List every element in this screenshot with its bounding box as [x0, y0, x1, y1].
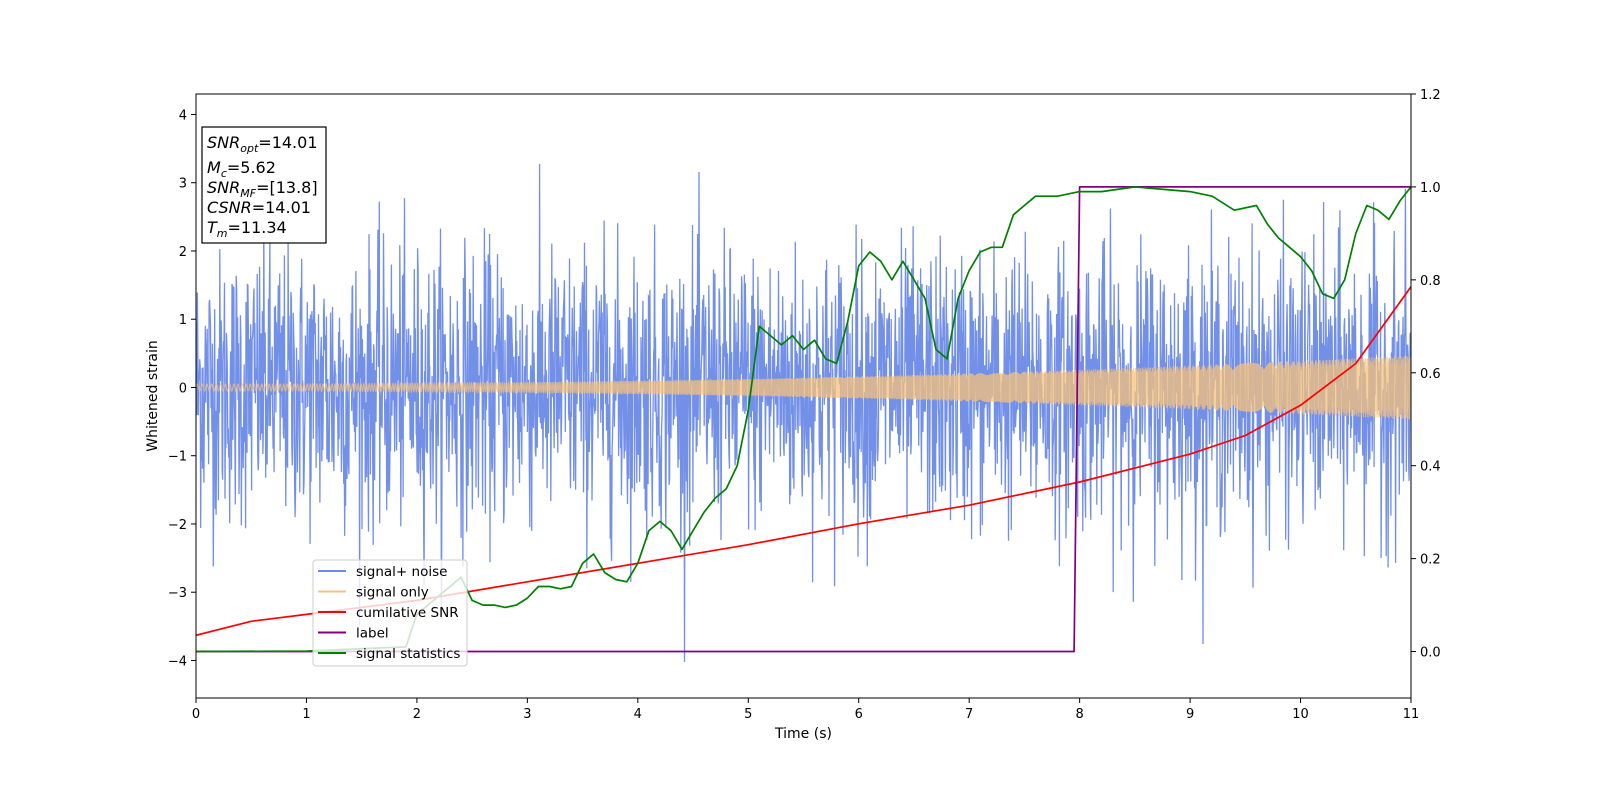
- x-tick-label: 9: [1186, 707, 1194, 722]
- y-tick-label-right: 0.2: [1420, 553, 1441, 568]
- y-tick-label-left: 3: [179, 177, 187, 192]
- y-tick-label-left: −1: [168, 450, 187, 465]
- x-tick-label: 8: [1075, 707, 1083, 722]
- x-tick-label: 10: [1292, 707, 1309, 722]
- series-line-signal-only: [196, 355, 1411, 420]
- plot-frame: [195, 93, 1412, 699]
- y-tick-label-left: 0: [179, 381, 187, 396]
- x-axis-label: Time (s): [774, 726, 832, 742]
- info-snr-mf: SNRMF=[13.8]: [207, 178, 318, 200]
- y-tick-label-right: 0.0: [1420, 646, 1441, 661]
- x-tick-label: 1: [302, 707, 310, 722]
- y-axis-label: Whitened strain: [145, 340, 161, 451]
- x-tick-label: 4: [634, 707, 642, 722]
- x-tick-label: 7: [965, 707, 973, 722]
- y-tick-label-left: 4: [179, 108, 187, 123]
- x-axis: 0 1 2 3 4 5 6 7 8 9 10 11: [192, 698, 1419, 722]
- series-line-label: [196, 186, 1411, 653]
- y-tick-label-left: −4: [168, 654, 187, 669]
- legend-label-signal-statistics: signal statistics: [356, 646, 460, 662]
- info-tm: Tm=11.34: [207, 218, 287, 240]
- info-mc: Mc=5.62: [207, 158, 276, 180]
- x-tick-label: 2: [413, 707, 421, 722]
- x-tick-label: 5: [744, 707, 752, 722]
- y-tick-label-left: 2: [179, 245, 187, 260]
- info-snr-opt: SNRopt=14.01: [207, 133, 318, 155]
- x-tick-label: 0: [192, 707, 200, 722]
- y-axis-left: 4 3 2 1 0 −1 −2 −3 −4: [168, 108, 196, 669]
- x-tick-label: 3: [523, 707, 531, 722]
- y-tick-label-right: 0.8: [1420, 274, 1441, 289]
- y-tick-label-left: −2: [168, 518, 187, 533]
- y-tick-label-right: 0.6: [1420, 367, 1441, 382]
- legend-frame: [312, 559, 468, 667]
- y-tick-label-left: 1: [179, 313, 187, 328]
- x-tick-label: 6: [855, 707, 863, 722]
- y-tick-label-right: 0.4: [1420, 460, 1441, 475]
- y-axis-right: 1.2 1.0 0.8 0.6 0.4 0.2 0.0: [1411, 88, 1441, 661]
- legend-label-label: label: [356, 626, 389, 642]
- y-tick-label-right: 1.0: [1420, 181, 1441, 196]
- y-tick-label-right: 1.2: [1420, 88, 1441, 103]
- legend-label-cumilative-snr: cumilative SNR: [356, 605, 459, 621]
- y-tick-label-left: −3: [168, 586, 187, 601]
- info-box: SNRopt=14.01 Mc=5.62SNRMF=[13.8]CSNR=14.0…: [201, 126, 327, 244]
- legend: signal+ noise signal only cumilative SNR la…: [312, 559, 468, 667]
- legend-label-signal-noise: signal+ noise: [356, 564, 447, 580]
- x-tick-label: 11: [1403, 707, 1420, 722]
- legend-label-signal-only: signal only: [356, 585, 429, 601]
- series-line-signal-statistics: [196, 186, 1411, 653]
- info-csnr: CSNR=14.01: [207, 198, 311, 217]
- info-box-frame: [201, 126, 327, 244]
